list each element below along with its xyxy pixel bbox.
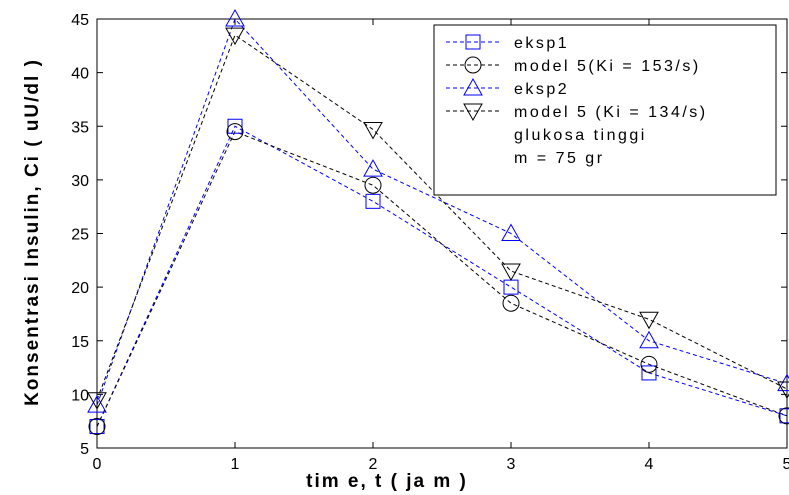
legend-entry: eksp2	[514, 81, 569, 98]
series-markers	[87, 8, 789, 436]
y-tick-label: 15	[71, 334, 89, 351]
data-point-circle	[88, 418, 106, 436]
data-point-triangle-up	[777, 373, 789, 392]
legend-marker-triangle-down	[463, 103, 483, 122]
legend-box	[433, 24, 777, 196]
data-point-triangle-down	[225, 27, 245, 46]
data-point-square	[227, 118, 243, 134]
y-tick-label: 40	[71, 66, 89, 83]
legend-note: m = 75 gr	[514, 150, 605, 167]
y-tick-label: 25	[71, 227, 89, 244]
y-tick-label: 10	[71, 387, 89, 404]
y-tick-label: 45	[71, 12, 89, 29]
legend-entry: eksp1	[514, 35, 569, 52]
y-tick-label: 30	[71, 173, 89, 190]
data-point-square	[365, 193, 381, 209]
data-point-triangle-down	[363, 121, 383, 140]
data-point-square	[641, 365, 657, 381]
x-tick-label: 5	[783, 456, 789, 473]
data-point-circle	[502, 294, 520, 312]
data-point-triangle-down	[639, 311, 659, 330]
y-tick-label: 5	[80, 441, 89, 458]
data-point-triangle-up	[87, 395, 107, 413]
series-line-3	[96, 34, 788, 400]
x-tick-label: 2	[369, 456, 378, 473]
series-line-0	[96, 125, 788, 427]
data-point-triangle-up	[501, 223, 521, 241]
legend-marker-triangle-up	[463, 77, 483, 96]
data-point-square	[503, 279, 519, 295]
data-point-square	[89, 419, 105, 435]
x-tick-label: 1	[231, 456, 240, 473]
x-tick-label: 4	[645, 456, 654, 473]
legend-marker-circle	[464, 56, 482, 74]
data-point-triangle-up	[225, 8, 245, 27]
y-axis-label: Konsentrasi Insulin, Ci ( uU/dl )	[22, 58, 43, 406]
legend-entry: model 5(Ki = 153/s)	[514, 58, 701, 75]
data-point-triangle-down	[501, 263, 521, 282]
y-tick-label: 20	[71, 280, 89, 297]
data-point-triangle-up	[363, 159, 383, 177]
x-tick-label: 0	[93, 456, 102, 473]
data-point-circle	[778, 407, 789, 425]
legend-entry: model 5 (Ki = 134/s)	[514, 104, 708, 121]
data-point-square	[779, 408, 789, 424]
data-point-triangle-down	[87, 392, 107, 410]
x-axis-label: tim e, t ( ja m )	[306, 471, 468, 492]
data-point-circle	[640, 355, 658, 373]
data-point-triangle-up	[639, 330, 659, 349]
y-tick-label: 35	[71, 119, 89, 136]
data-point-triangle-down	[777, 381, 789, 400]
x-tick-label: 3	[507, 456, 516, 473]
legend-note: glukosa tinggi	[514, 127, 647, 144]
legend-marker-square	[465, 34, 481, 50]
series-lines	[96, 18, 788, 427]
data-point-circle	[364, 176, 382, 194]
legend: eksp1 model 5(Ki = 153/s) eksp2 model 5 (Ki…	[433, 24, 777, 196]
data-point-circle	[226, 123, 244, 141]
